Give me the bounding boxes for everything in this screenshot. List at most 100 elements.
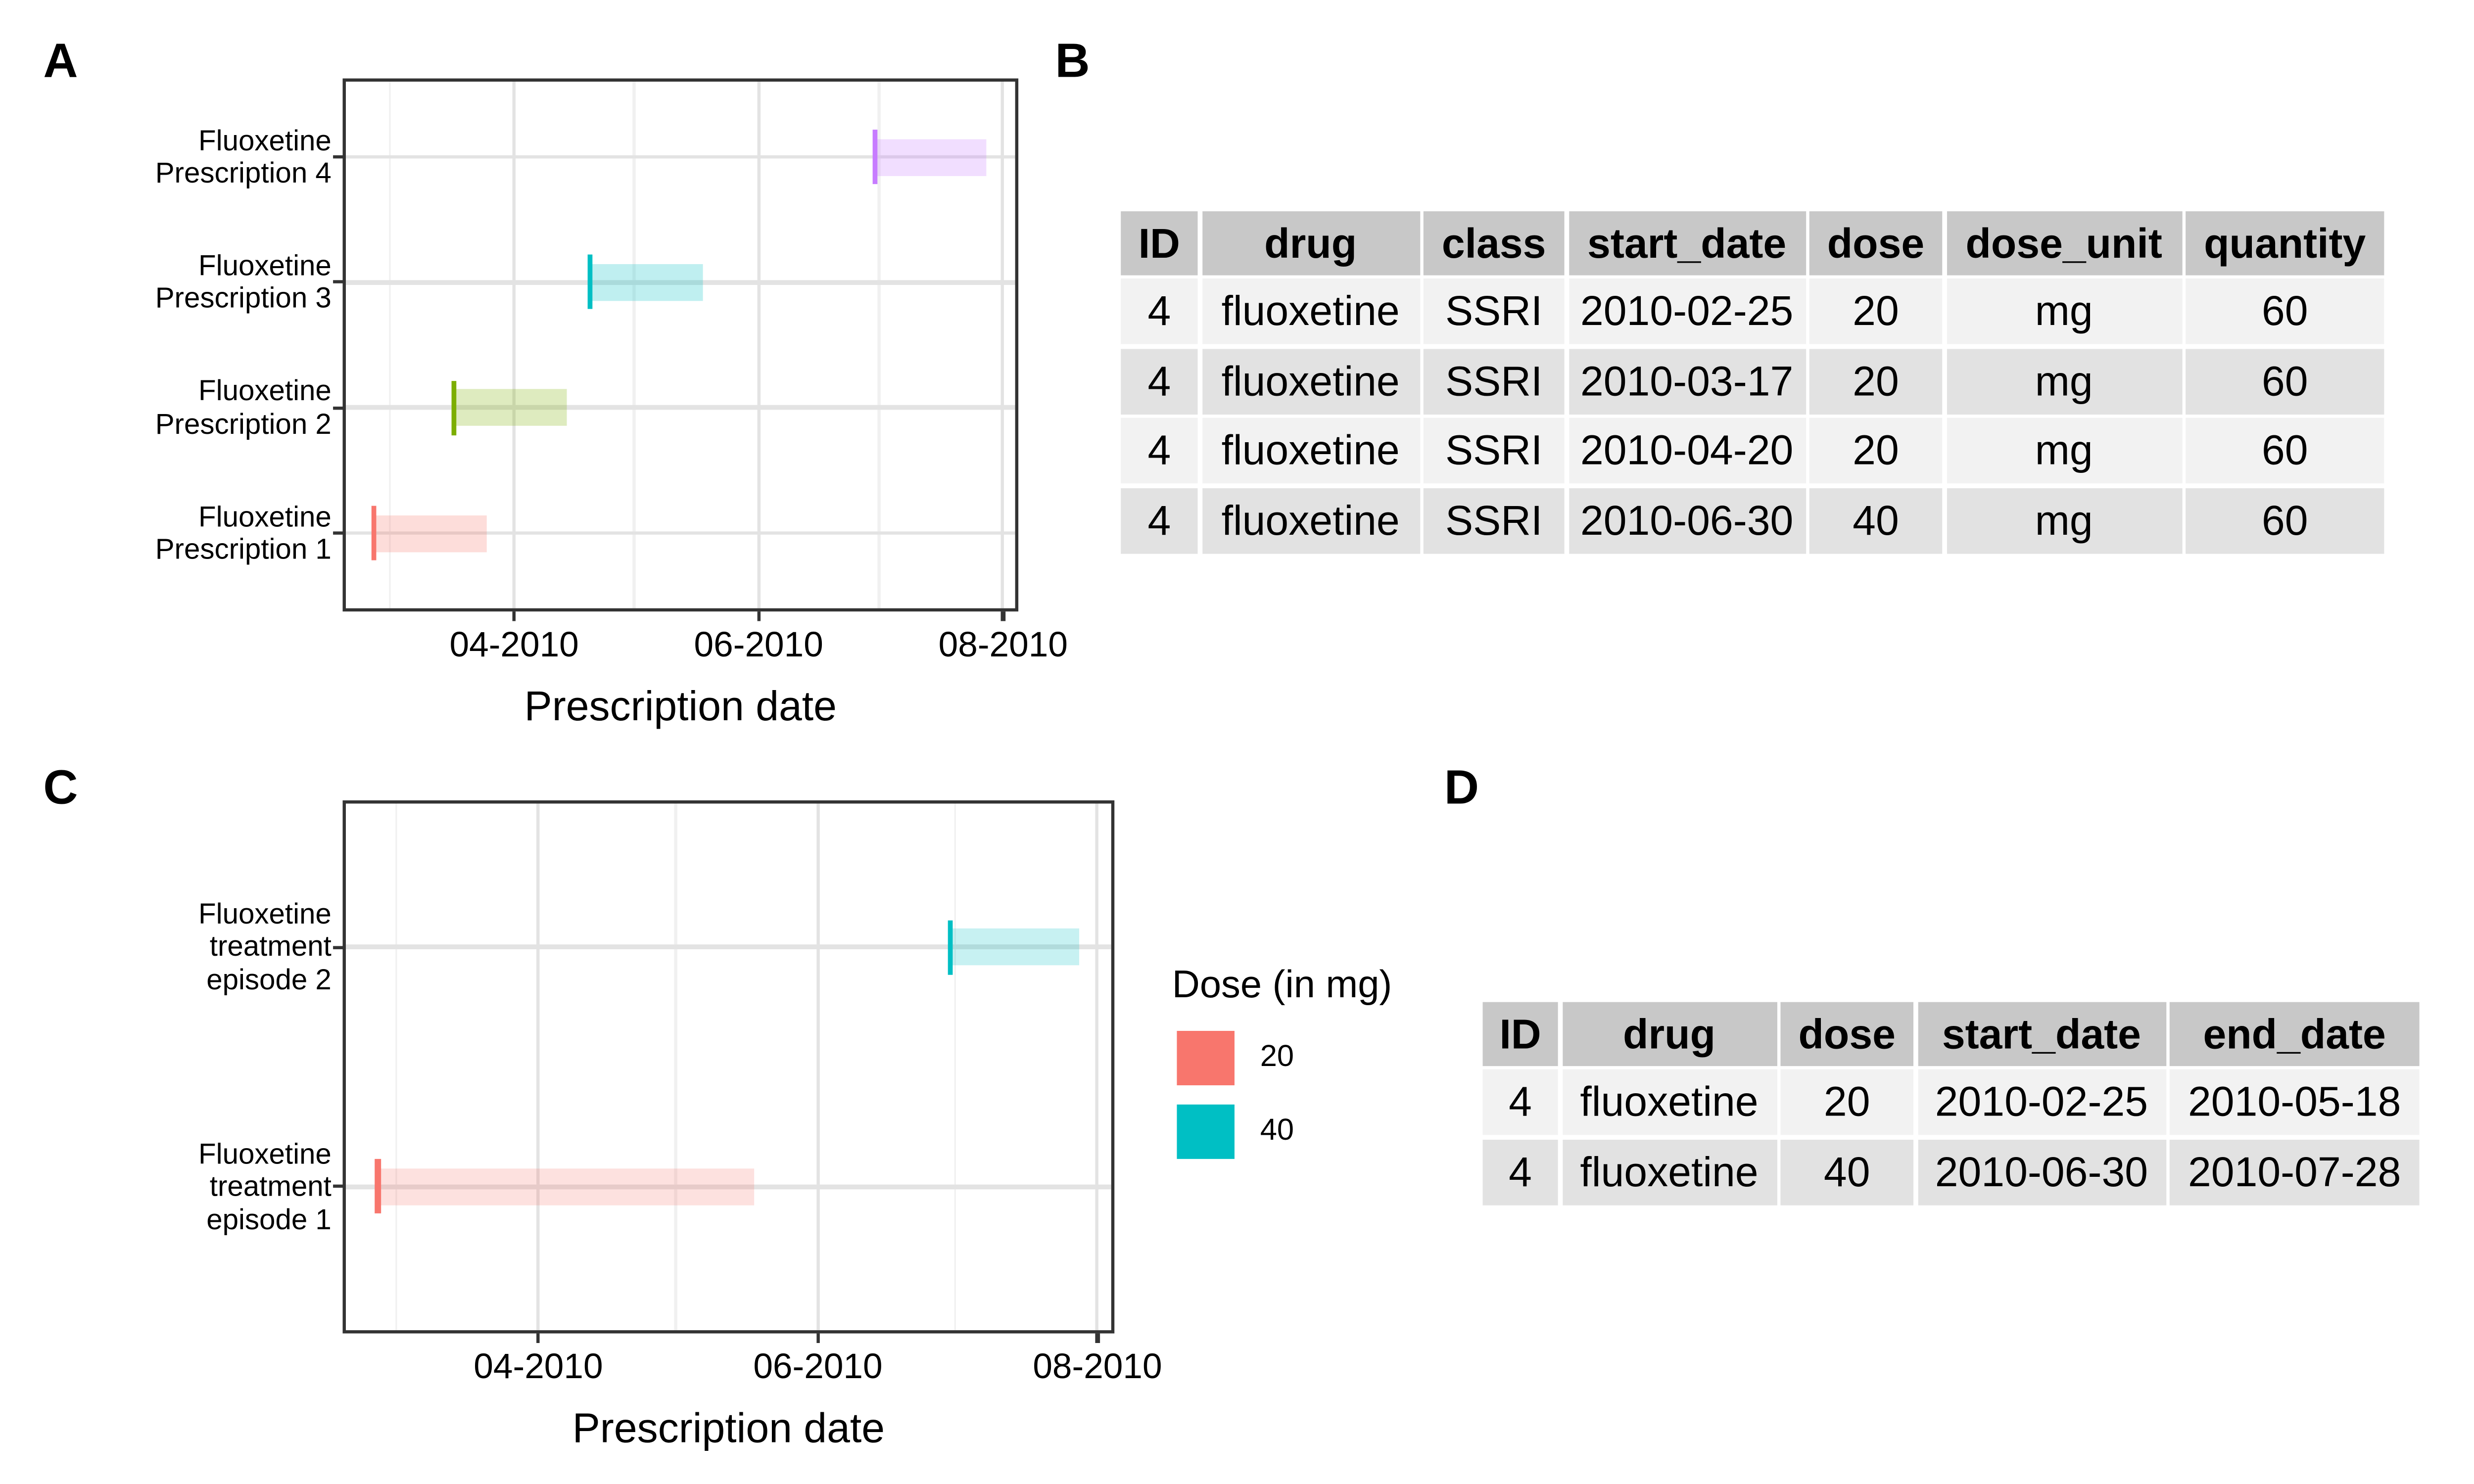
table-row: 4 fluoxetine SSRI 2010-04-20 20 mg 60 <box>1121 417 2384 484</box>
table-cell: 40 <box>1780 1139 1914 1206</box>
bar-start-line <box>872 130 878 185</box>
bar-fluoxetine-prescription 2 <box>454 389 567 426</box>
y-axis-label-line: Prescription 2 <box>155 408 332 440</box>
table-cell: fluoxetine <box>1562 1139 1777 1206</box>
table-cell: 60 <box>2186 417 2384 484</box>
bar-fluoxetine-prescription 4 <box>875 138 987 176</box>
table-cell: mg <box>1946 278 2182 344</box>
table-cell: mg <box>1946 487 2182 554</box>
bar-fluoxetine-treatment-episode 2 <box>951 928 1079 966</box>
table-cell: 2010-03-17 <box>1568 348 1806 414</box>
gridline-major <box>512 82 516 608</box>
x-axis-tick-label: 04-2010 <box>474 1346 603 1387</box>
x-axis-tick <box>816 1334 820 1343</box>
bar-fluoxetine-prescription 3 <box>590 264 703 301</box>
legend-swatch-20 <box>1177 1030 1235 1086</box>
x-axis-title: Prescription date <box>572 1403 885 1452</box>
gridline-minor <box>395 803 398 1331</box>
x-axis-tick <box>1095 1334 1099 1343</box>
gridline-major <box>536 803 540 1331</box>
table-D: ID drug dose start_date end_date 4 fluoxetine 2… <box>1482 1002 2420 1209</box>
gridline-category <box>345 155 1015 159</box>
table-cell: fluoxetine <box>1201 278 1420 344</box>
x-axis-tick-label: 04-2010 <box>449 624 579 665</box>
gridline-minor <box>388 82 391 608</box>
gridline-minor <box>674 803 677 1331</box>
x-axis-tick-label: 08-2010 <box>1033 1346 1162 1387</box>
table-header-cell: dose <box>1780 1002 1914 1066</box>
table-cell: 4 <box>1121 487 1198 554</box>
x-axis-tick-label: 08-2010 <box>938 624 1068 665</box>
table-row: 4 fluoxetine 20 2010-02-25 2010-05-18 <box>1482 1069 2420 1136</box>
table-cell: 2010-06-30 <box>1568 487 1806 554</box>
table-header-cell: start_date <box>1568 210 1806 275</box>
x-axis-tick <box>536 1334 540 1343</box>
table-header-row: ID drug dose start_date end_date <box>1482 1002 2420 1066</box>
table-cell: 2010-06-30 <box>1917 1139 2166 1206</box>
table-B: ID drug class start_date dose dose_unit quanti… <box>1121 210 2384 557</box>
y-axis-label: Fluoxetine treatment episode 1 <box>35 1137 332 1236</box>
y-axis-label: Fluoxetine treatment episode 2 <box>35 898 332 996</box>
panel-label-c: C <box>43 762 78 815</box>
panel-label-d: D <box>1444 762 1479 815</box>
table-row: 4 fluoxetine SSRI 2010-02-25 20 mg 60 <box>1121 278 2384 344</box>
table-cell: 20 <box>1809 278 1943 344</box>
bar-start-line <box>371 506 377 560</box>
bar-fluoxetine-prescription 1 <box>374 514 486 552</box>
gridline-category <box>345 1184 1111 1189</box>
gridline-major <box>1095 803 1099 1331</box>
table-cell: 40 <box>1809 487 1943 554</box>
y-axis-tick <box>333 155 342 159</box>
y-axis-label-line: episode 1 <box>206 1203 332 1235</box>
table-header-cell: ID <box>1121 210 1198 275</box>
y-axis-label-line: Prescription 4 <box>155 157 332 189</box>
table-cell: 4 <box>1121 348 1198 414</box>
bar-start-line <box>948 920 953 974</box>
y-axis-label: Fluoxetine Prescription 4 <box>35 124 332 190</box>
bar-start-line <box>451 380 457 435</box>
gridline-minor <box>954 803 957 1331</box>
table-row: 4 fluoxetine SSRI 2010-06-30 40 mg 60 <box>1121 487 2384 554</box>
panel-label-b: B <box>1055 35 1090 88</box>
y-axis-label-line: Prescription 3 <box>155 282 332 315</box>
y-axis-tick <box>333 945 342 949</box>
table-cell: 60 <box>2186 348 2384 414</box>
table-header-cell: drug <box>1562 1002 1777 1066</box>
table-cell: 4 <box>1121 278 1198 344</box>
table-cell: 60 <box>2186 487 2384 554</box>
y-axis-label-line: Fluoxetine <box>198 124 332 156</box>
gridline-minor <box>877 82 880 608</box>
table-header-cell: dose_unit <box>1946 210 2182 275</box>
table-cell: 4 <box>1121 417 1198 484</box>
table-cell: SSRI <box>1423 417 1565 484</box>
y-axis-label: Fluoxetine Prescription 1 <box>35 500 332 566</box>
table-header-cell: drug <box>1201 210 1420 275</box>
table-cell: fluoxetine <box>1201 417 1420 484</box>
y-axis-label-line: Fluoxetine <box>198 249 332 281</box>
y-axis-label-line: Fluoxetine <box>198 898 332 930</box>
table-cell: 2010-02-25 <box>1568 278 1806 344</box>
y-axis-tick <box>333 531 342 535</box>
table-cell: fluoxetine <box>1562 1069 1777 1136</box>
y-axis-tick <box>333 280 342 284</box>
legend-label-20: 20 <box>1260 1040 1294 1074</box>
table-cell: 20 <box>1809 417 1943 484</box>
x-axis-title: Prescription date <box>524 682 837 730</box>
y-axis-label-line: treatment <box>209 930 332 963</box>
plot-area-A <box>345 82 1015 608</box>
bar-start-line <box>375 1159 381 1214</box>
table-cell: 2010-05-18 <box>2169 1069 2420 1136</box>
x-axis-tick <box>1001 611 1005 621</box>
y-axis-tick <box>333 1185 342 1189</box>
legend-swatch-40 <box>1177 1104 1235 1159</box>
table-cell: 20 <box>1780 1069 1914 1136</box>
x-axis-tick <box>757 611 761 621</box>
table-cell: 4 <box>1482 1139 1558 1206</box>
table-header-cell: class <box>1423 210 1565 275</box>
legend-label-40: 40 <box>1260 1114 1294 1148</box>
gridline-major <box>816 803 820 1331</box>
table-cell: 2010-04-20 <box>1568 417 1806 484</box>
table-cell: 20 <box>1809 348 1943 414</box>
table-row: 4 fluoxetine SSRI 2010-03-17 20 mg 60 <box>1121 348 2384 414</box>
